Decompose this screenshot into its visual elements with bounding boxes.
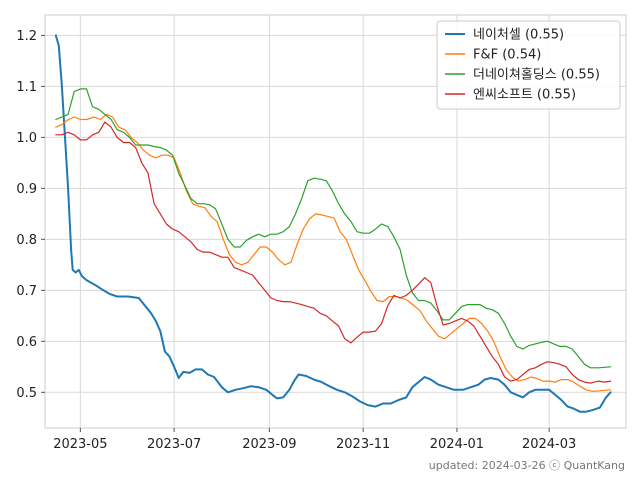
x-tick-label: 2023-05	[53, 437, 107, 452]
legend-label-1: F&F (0.54)	[473, 48, 541, 63]
x-tick-label: 2024-01	[430, 437, 484, 452]
series-line-1	[55, 113, 612, 392]
legend-label-3: 엔씨소프트 (0.55)	[473, 88, 576, 103]
x-tick-label: 2023-07	[147, 437, 201, 452]
tick-labels: 0.5 0.6 0.7 0.8 0.9 1.0 1.1 1.2 2023-05 2023-07 20…	[16, 29, 576, 452]
legend-box	[436, 20, 621, 110]
series-line-2	[55, 88, 612, 369]
grid-lines	[45, 15, 626, 428]
x-tick-label: 2024-03	[522, 437, 576, 452]
y-tick-label: 1.2	[16, 29, 37, 44]
y-tick-label: 0.8	[16, 233, 37, 248]
series-layer	[54, 34, 612, 413]
legend-label-0: 네이처셀 (0.55)	[473, 28, 564, 43]
y-tick-label: 1.0	[16, 131, 37, 146]
x-tick-label: 2023-11	[336, 437, 390, 452]
y-tick-label: 0.7	[16, 284, 37, 299]
legend-label-2: 더네이쳐홀딩스 (0.55)	[473, 68, 600, 83]
y-tick-label: 0.9	[16, 182, 37, 197]
x-tick-label: 2023-09	[242, 437, 296, 452]
footer-updated: updated: 2024-03-26 ⓒ QuantKang	[428, 459, 625, 472]
y-tick-label: 0.6	[16, 335, 37, 350]
plot-frame	[44, 14, 627, 429]
legend: 네이처셀 (0.55) F&F (0.54) 더네이쳐홀딩스 (0.55) 엔씨소프트…	[436, 20, 621, 110]
y-tick-label: 1.1	[16, 80, 37, 95]
series-line-0	[54, 34, 612, 413]
series-line-3	[55, 121, 612, 384]
y-tick-label: 0.5	[16, 386, 37, 401]
